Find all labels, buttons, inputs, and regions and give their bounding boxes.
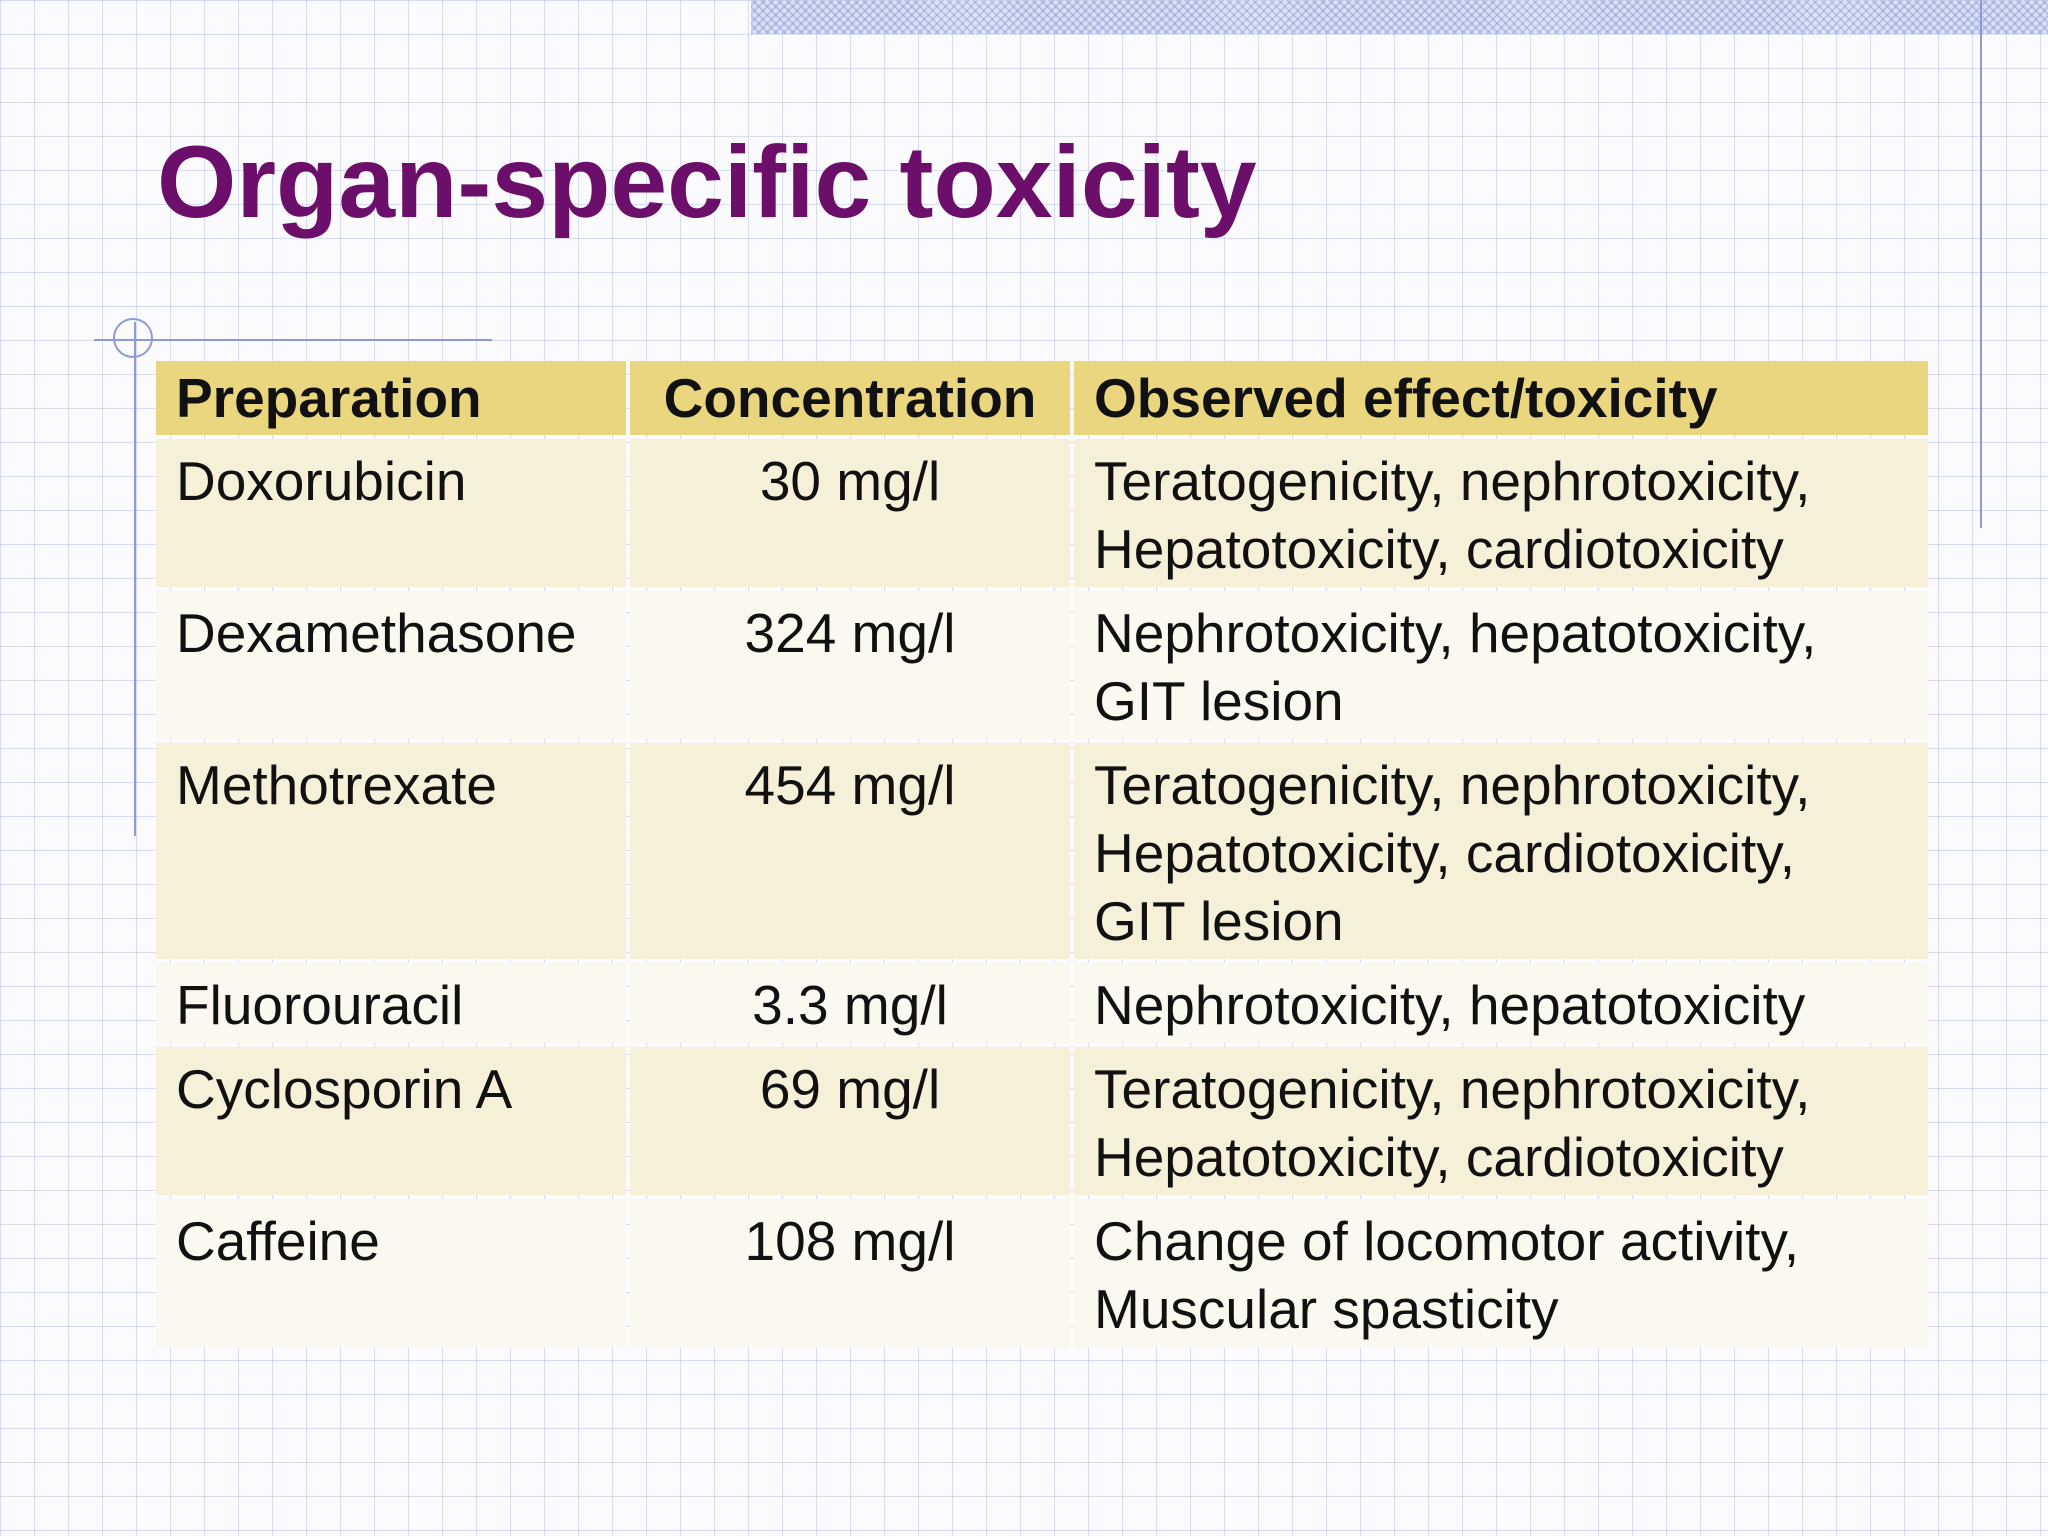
effect-cell: Teratogenicity, nephrotoxicity, Hepatotox… xyxy=(1074,1047,1928,1195)
header-concentration: Concentration xyxy=(630,361,1070,435)
preparation-cell: Dexamethasone xyxy=(156,591,626,739)
table-row: Methotrexate 454 mg/l Teratogenicity, ne… xyxy=(156,743,1928,959)
decorative-horizontal-line xyxy=(94,339,492,341)
decorative-vertical-line-left xyxy=(134,322,136,836)
table-row: Caffeine 108 mg/l Change of locomotor ac… xyxy=(156,1199,1928,1347)
table-row: Doxorubicin 30 mg/l Teratogenicity, neph… xyxy=(156,439,1928,587)
concentration-cell: 30 mg/l xyxy=(630,439,1070,587)
table-row: Dexamethasone 324 mg/l Nephrotoxicity, h… xyxy=(156,591,1928,739)
effect-cell: Nephrotoxicity, hepatotoxicity xyxy=(1074,963,1928,1043)
effect-line: Nephrotoxicity, hepatotoxicity xyxy=(1094,974,1806,1036)
effect-cell: Teratogenicity, nephrotoxicity, Hepatotox… xyxy=(1074,743,1928,959)
decorative-circle xyxy=(113,318,153,358)
effect-cell: Nephrotoxicity, hepatotoxicity, GIT lesio… xyxy=(1074,591,1928,739)
concentration-cell: 324 mg/l xyxy=(630,591,1070,739)
table-row: Fluorouracil 3.3 mg/l Nephrotoxicity, he… xyxy=(156,963,1928,1043)
slide-title: Organ-specific toxicity xyxy=(157,125,1257,239)
effect-line: Hepatotoxicity, cardiotoxicity, xyxy=(1094,822,1796,884)
effect-cell: Teratogenicity, nephrotoxicity, Hepatotox… xyxy=(1074,439,1928,587)
effect-line: Teratogenicity, nephrotoxicity, xyxy=(1094,450,1811,512)
decorative-vertical-line-right xyxy=(1980,0,1982,528)
effect-line: Teratogenicity, nephrotoxicity, xyxy=(1094,754,1811,816)
decorative-top-band xyxy=(751,0,2048,34)
toxicity-table: Preparation Concentration Observed effec… xyxy=(152,357,1932,1351)
table-header-row: Preparation Concentration Observed effec… xyxy=(156,361,1928,435)
effect-line: Teratogenicity, nephrotoxicity, xyxy=(1094,1058,1811,1120)
header-observed-effect: Observed effect/toxicity xyxy=(1074,361,1928,435)
effect-line: Hepatotoxicity, cardiotoxicity xyxy=(1094,518,1784,580)
preparation-cell: Fluorouracil xyxy=(156,963,626,1043)
header-preparation: Preparation xyxy=(156,361,626,435)
effect-line: Change of locomotor activity, xyxy=(1094,1210,1800,1272)
effect-line: Nephrotoxicity, hepatotoxicity, xyxy=(1094,602,1817,664)
effect-line: GIT lesion xyxy=(1094,890,1344,952)
concentration-cell: 3.3 mg/l xyxy=(630,963,1070,1043)
concentration-cell: 108 mg/l xyxy=(630,1199,1070,1347)
preparation-cell: Cyclosporin A xyxy=(156,1047,626,1195)
preparation-cell: Methotrexate xyxy=(156,743,626,959)
concentration-cell: 454 mg/l xyxy=(630,743,1070,959)
effect-cell: Change of locomotor activity, Muscular sp… xyxy=(1074,1199,1928,1347)
concentration-cell: 69 mg/l xyxy=(630,1047,1070,1195)
preparation-cell: Caffeine xyxy=(156,1199,626,1347)
preparation-cell: Doxorubicin xyxy=(156,439,626,587)
effect-line: Hepatotoxicity, cardiotoxicity xyxy=(1094,1126,1784,1188)
effect-line: Muscular spasticity xyxy=(1094,1278,1559,1340)
table-row: Cyclosporin A 69 mg/l Teratogenicity, ne… xyxy=(156,1047,1928,1195)
effect-line: GIT lesion xyxy=(1094,670,1344,732)
